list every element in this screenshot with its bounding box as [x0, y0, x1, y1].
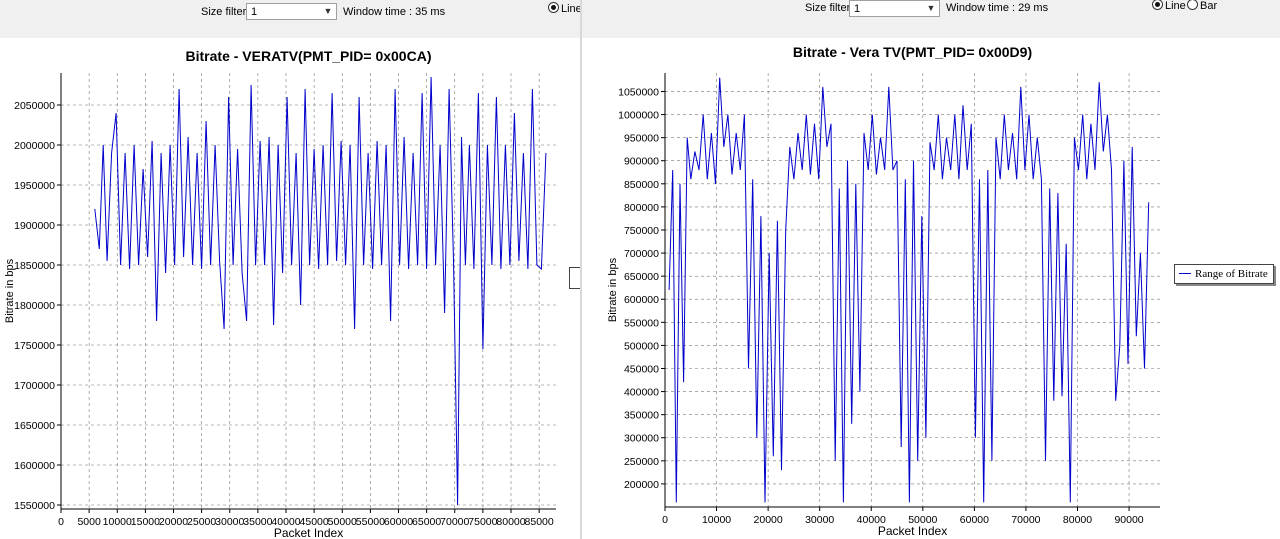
left-size-filter-select[interactable]: 1 ▼ — [246, 3, 337, 20]
left-x-tick-label: 5000 — [77, 516, 101, 528]
left-radio-line-label: Line — [561, 3, 582, 15]
right-y-tick-label: 800000 — [624, 202, 659, 214]
left-plot-area: Bitrate - VERATV(PMT_PID= 0x00CA) 0 5000 10… — [0, 38, 582, 539]
right-y-tick-label: 600000 — [624, 294, 659, 306]
right-y-tick-label: 500000 — [624, 340, 659, 352]
left-x-tick-label: 25000 — [187, 516, 216, 528]
left-x-tick-label: 40000 — [271, 516, 300, 528]
left-y-tick-label: 1750000 — [14, 340, 55, 352]
left-x-tick-label: 65000 — [412, 516, 441, 528]
right-y-tick-label: 550000 — [624, 317, 659, 329]
left-size-filter-label: Size filter: — [201, 6, 250, 18]
right-window-time: Window time : 29 ms — [946, 2, 1049, 14]
right-y-tick-label: 950000 — [624, 133, 659, 145]
left-legend-stub — [569, 267, 582, 289]
left-window-time: Window time : 35 ms — [343, 6, 446, 18]
left-chart-svg: Bitrate - VERATV(PMT_PID= 0x00CA) 0 5000 10… — [4, 48, 556, 539]
right-y-tick-label: 650000 — [624, 271, 659, 283]
left-x-tick-label: 10000 — [103, 516, 132, 528]
right-chart-title: Bitrate - Vera TV(PMT_PID= 0x00D9) — [793, 44, 1032, 60]
right-x-tick-label: 20000 — [754, 514, 783, 526]
left-chart-title: Bitrate - VERATV(PMT_PID= 0x00CA) — [186, 48, 432, 64]
right-y-axis-label: Bitrate in bps — [607, 257, 619, 322]
left-y-tick-label: 1650000 — [14, 420, 55, 432]
right-radio-line[interactable]: Line — [1152, 0, 1186, 12]
right-y-tick-label: 900000 — [624, 156, 659, 168]
legend-swatch — [1179, 273, 1191, 274]
left-x-tick-label: 15000 — [131, 516, 160, 528]
left-x-tick-label: 60000 — [384, 516, 413, 528]
right-x-tick-label: 90000 — [1114, 514, 1143, 526]
left-x-axis-label: Packet Index — [274, 526, 343, 539]
left-chart-window: Size filter: 1 ▼ Window time : 35 ms Lin… — [0, 0, 582, 539]
right-series-line — [668, 77, 1150, 503]
chevron-down-icon: ▼ — [926, 3, 936, 13]
left-size-filter-value: 1 — [251, 6, 258, 18]
left-x-tick-label: 70000 — [440, 516, 469, 528]
left-y-tick-label: 2050000 — [14, 100, 55, 112]
left-x-tick-label: 55000 — [356, 516, 385, 528]
right-size-filter-label: Size filter: — [805, 2, 854, 14]
right-y-tick-label: 1050000 — [618, 86, 659, 98]
radio-selected-icon — [1152, 0, 1163, 10]
right-x-axis-label: Packet Index — [878, 524, 947, 538]
left-x-tick-label: 45000 — [300, 516, 329, 528]
left-series-line — [94, 76, 547, 506]
right-x-tick-label: 10000 — [702, 514, 731, 526]
right-plot-area: Bitrate - Vera TV(PMT_PID= 0x00D9) 0 10000… — [582, 38, 1280, 539]
right-y-tick-label: 1000000 — [618, 110, 659, 122]
left-y-tick-label: 1600000 — [14, 460, 55, 472]
left-radio-line[interactable]: Line — [548, 2, 582, 15]
right-radio-bar[interactable]: Bar — [1187, 0, 1217, 12]
left-x-tick-label: 20000 — [159, 516, 188, 528]
right-chart-window: Size filter: 1 ▼ Window time : 29 ms Lin… — [582, 0, 1280, 539]
left-x-tick-label: 35000 — [243, 516, 272, 528]
left-toolbar: Size filter: 1 ▼ Window time : 35 ms Lin… — [0, 0, 582, 38]
right-chart-svg: Bitrate - Vera TV(PMT_PID= 0x00D9) 0 10000… — [607, 44, 1160, 538]
right-x-tick-label: 70000 — [1011, 514, 1040, 526]
right-toolbar: Size filter: 1 ▼ Window time : 29 ms Lin… — [582, 0, 1280, 38]
left-x-tick-label: 75000 — [468, 516, 497, 528]
right-x-tick-label: 40000 — [857, 514, 886, 526]
left-y-tick-label: 2000000 — [14, 140, 55, 152]
right-radio-line-label: Line — [1165, 0, 1186, 12]
right-legend: Range of Bitrate — [1174, 264, 1274, 284]
right-y-tick-label: 300000 — [624, 433, 659, 445]
left-x-tick-label: 0 — [58, 516, 64, 528]
right-y-tick-label: 750000 — [624, 225, 659, 237]
left-y-axis-label: Bitrate in bps — [4, 258, 16, 323]
right-y-tick-label: 400000 — [624, 387, 659, 399]
left-y-tick-label: 1950000 — [14, 180, 55, 192]
right-radio-bar-label: Bar — [1200, 0, 1218, 12]
left-x-tick-label: 50000 — [328, 516, 357, 528]
left-y-tick-label: 1550000 — [14, 500, 55, 512]
right-x-tick-label: 0 — [662, 514, 668, 526]
right-y-tick-label: 250000 — [624, 456, 659, 468]
right-y-tick-label: 850000 — [624, 179, 659, 191]
left-x-tick-label: 85000 — [525, 516, 554, 528]
right-x-tick-label: 50000 — [908, 514, 937, 526]
window-separator — [580, 0, 582, 539]
right-size-filter-select[interactable]: 1 ▼ — [849, 0, 940, 17]
left-y-tick-label: 1850000 — [14, 260, 55, 272]
right-x-tick-label: 30000 — [805, 514, 834, 526]
right-y-tick-label: 700000 — [624, 248, 659, 260]
radio-unselected-icon — [1187, 0, 1198, 10]
right-x-tick-label: 60000 — [960, 514, 989, 526]
right-y-tick-label: 450000 — [624, 363, 659, 375]
left-x-tick-label: 30000 — [215, 516, 244, 528]
right-x-tick-label: 80000 — [1063, 514, 1092, 526]
right-y-tick-label: 200000 — [624, 479, 659, 491]
legend-label: Range of Bitrate — [1195, 268, 1268, 280]
left-x-tick-label: 80000 — [496, 516, 525, 528]
right-size-filter-value: 1 — [854, 3, 861, 15]
chevron-down-icon: ▼ — [323, 6, 333, 16]
left-y-tick-label: 1900000 — [14, 220, 55, 232]
radio-selected-icon — [548, 2, 559, 13]
left-y-tick-label: 1700000 — [14, 380, 55, 392]
right-y-tick-label: 350000 — [624, 410, 659, 422]
left-y-tick-label: 1800000 — [14, 300, 55, 312]
